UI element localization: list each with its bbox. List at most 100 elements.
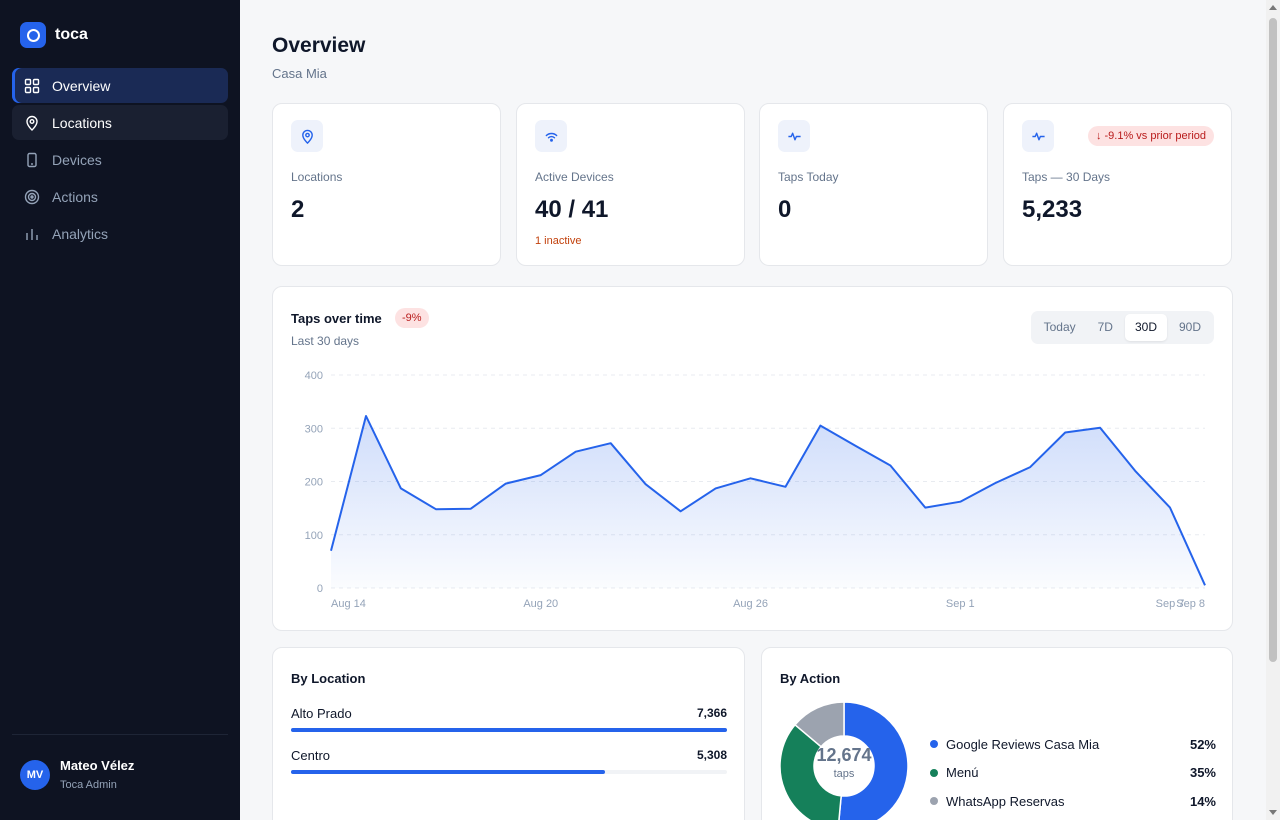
- y-tick-label: 0: [317, 583, 323, 595]
- stat-card-taps-today: Taps Today 0: [759, 103, 988, 266]
- data-point: [1059, 427, 1071, 439]
- sidebar-divider: [12, 734, 228, 735]
- y-tick-label: 100: [305, 530, 323, 542]
- donut-slice[interactable]: [779, 723, 843, 820]
- data-point: [1164, 502, 1176, 514]
- data-point: [325, 545, 337, 557]
- stat-label: Taps Today: [778, 170, 839, 184]
- user-role: Toca Admin: [60, 779, 117, 791]
- data-point: [570, 446, 582, 458]
- avatar: MV: [20, 759, 50, 790]
- data-point: [814, 420, 826, 432]
- stat-value: 40 / 41: [535, 196, 609, 223]
- scroll-up-arrow-icon[interactable]: [1269, 5, 1277, 10]
- data-point: [919, 502, 931, 514]
- stat-value: 5,233: [1022, 196, 1083, 223]
- range-tab-7d[interactable]: 7D: [1097, 320, 1113, 334]
- x-tick-label: Aug 20: [523, 598, 558, 610]
- location-name: Centro: [291, 748, 331, 763]
- sidebar-nav: Overview Locations Devices Actions Analy…: [12, 68, 228, 253]
- brand-name: toca: [55, 26, 88, 43]
- sidebar-item-label: Devices: [52, 151, 102, 168]
- stat-value: 2: [291, 196, 305, 223]
- grid-icon: [24, 78, 40, 93]
- area-fill: [331, 416, 1205, 588]
- bar-chart-icon: [26, 228, 38, 240]
- sidebar-item-locations[interactable]: Locations: [12, 105, 228, 140]
- stat-card-active-devices: Active Devices 40 / 41 1 inactive: [516, 103, 745, 266]
- y-tick-label: 200: [305, 477, 323, 489]
- donut-caption: taps: [833, 768, 855, 780]
- sidebar-item-label: Actions: [52, 188, 98, 205]
- stat-label: Taps — 30 Days: [1022, 170, 1111, 184]
- location-bar: [291, 728, 727, 732]
- data-point: [465, 503, 477, 515]
- legend-item[interactable]: Menú 35%: [930, 759, 1216, 788]
- brand[interactable]: toca: [20, 22, 88, 48]
- inactive-note: 1 inactive: [535, 235, 582, 247]
- sidebar-item-actions[interactable]: Actions: [12, 179, 228, 214]
- activity-icon: [778, 120, 810, 152]
- data-point: [1199, 579, 1211, 591]
- stat-card-taps-30-days: ↓ -9.1% vs prior period Taps — 30 Days 5…: [1003, 103, 1232, 266]
- page-subtitle: Casa Mia: [272, 66, 327, 81]
- data-point: [1094, 422, 1106, 434]
- data-point: [605, 437, 617, 449]
- data-point: [500, 478, 512, 490]
- range-tab-30d[interactable]: 30D: [1124, 314, 1167, 341]
- scroll-down-arrow-icon[interactable]: [1269, 810, 1277, 815]
- sidebar-item-label: Analytics: [52, 225, 109, 242]
- sidebar-item-overview[interactable]: Overview: [12, 68, 228, 103]
- data-point: [779, 481, 791, 493]
- legend-item[interactable]: Google Reviews Casa Mia 52%: [930, 730, 1216, 759]
- donut-chart: [779, 701, 909, 820]
- phone-icon: [27, 152, 37, 167]
- x-tick-label: Aug 26: [733, 598, 768, 610]
- range-selector: Today 7D 30D 90D: [1030, 311, 1214, 344]
- x-tick-label: Sep 1: [946, 598, 975, 610]
- stat-label: Locations: [291, 170, 343, 184]
- data-point: [535, 469, 547, 481]
- wifi-icon: [535, 120, 567, 152]
- by-action-card: By Action 12,674 taps Google Reviews Cas…: [761, 647, 1233, 820]
- stat-label: Active Devices: [535, 170, 614, 184]
- map-pin-icon: [26, 115, 38, 131]
- target-icon: [24, 189, 40, 204]
- location-bar-track: [291, 728, 727, 732]
- donut-total: 12,674: [816, 745, 872, 765]
- map-pin-icon: [291, 120, 323, 152]
- data-point: [989, 477, 1001, 489]
- data-point: [745, 472, 757, 484]
- by-location-card: By Location Alto Prado 7,366 Centro 5,30…: [272, 647, 745, 820]
- section-title: By Action: [780, 671, 841, 686]
- series-line: [330, 415, 1206, 586]
- data-point: [675, 505, 687, 517]
- taps-over-time-card: 0 100 200 300 400 Aug 14 Aug 20 Aug 26 Sep 1 Sep …: [272, 286, 1233, 631]
- legend-percent: 52%: [1189, 736, 1216, 752]
- sidebar-item-analytics[interactable]: Analytics: [12, 216, 228, 251]
- sidebar-item-label: Overview: [52, 77, 111, 94]
- data-point: [1129, 465, 1141, 477]
- donut-hole: [814, 736, 874, 796]
- data-point: [954, 496, 966, 508]
- user-name: Mateo Vélez: [60, 758, 135, 773]
- range-tab-90d[interactable]: 90D: [1178, 320, 1201, 334]
- data-point: [360, 410, 372, 422]
- sidebar-item-devices[interactable]: Devices: [12, 142, 228, 177]
- page-title: Overview: [272, 34, 366, 57]
- range-tab-today[interactable]: Today: [1043, 320, 1076, 334]
- delta-badge: ↓ -9.1% vs prior period: [1087, 126, 1214, 146]
- action-donut: 12,674 taps: [779, 701, 909, 820]
- data-point: [849, 440, 861, 452]
- scroll-thumb[interactable]: [1269, 18, 1277, 662]
- page-scrollbar[interactable]: [1266, 0, 1280, 820]
- data-point: [1024, 461, 1036, 473]
- user-profile[interactable]: MV Mateo Vélez Toca Admin: [20, 758, 134, 791]
- donut-center: 12,674 taps: [779, 745, 909, 780]
- legend-item[interactable]: WhatsApp Reservas 14%: [930, 787, 1216, 816]
- y-tick-label: 400: [305, 370, 323, 382]
- legend-dot: [930, 740, 938, 749]
- location-bar-track: [291, 770, 727, 774]
- data-point: [640, 478, 652, 490]
- legend-percent: 35%: [1189, 765, 1216, 781]
